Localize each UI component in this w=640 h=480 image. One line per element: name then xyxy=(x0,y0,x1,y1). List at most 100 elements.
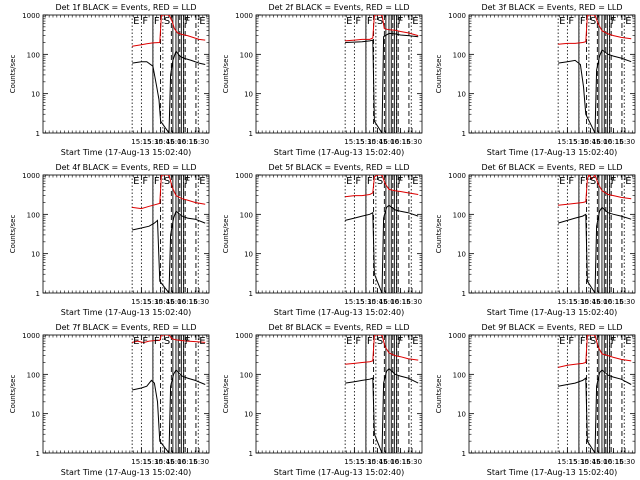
event-marker-label: E xyxy=(559,16,565,27)
detector-panel: Det 6f BLACK = Events, RED = LLD Counts/s… xyxy=(435,163,636,317)
event-marker-label: E xyxy=(133,16,139,27)
y-tick-label: 1000 xyxy=(448,12,466,20)
x-tick-label: 15:45 xyxy=(154,298,174,306)
x-axis-label: Start Time (17-Aug-13 15:02:40) xyxy=(274,148,405,157)
event-marker-label: E xyxy=(133,336,139,347)
x-tick-label: 16:00 xyxy=(592,458,612,466)
plot-frame xyxy=(42,334,210,454)
x-tick-label: 15:30 xyxy=(356,458,376,466)
plot-area xyxy=(557,15,632,133)
event-marker-label: F xyxy=(154,336,160,347)
plot-area xyxy=(344,15,419,133)
y-tick-label: 1 xyxy=(462,130,466,138)
y-tick-label: 1000 xyxy=(22,172,40,180)
lld-rate-line xyxy=(345,335,419,365)
event-marker-label: F xyxy=(142,336,148,347)
x-tick-label: 15:30 xyxy=(569,298,589,306)
panel-title: Det 4f BLACK = Events, RED = LLD xyxy=(55,163,196,172)
event-marker-label: F xyxy=(367,16,373,27)
y-tick-label: 100 xyxy=(27,371,40,379)
event-marker-label: S xyxy=(164,16,170,27)
event-marker-label: S xyxy=(590,336,596,347)
x-axis-label: Start Time (17-Aug-13 15:02:40) xyxy=(61,148,192,157)
event-marker-label: E xyxy=(133,176,139,187)
lld-rate-line xyxy=(132,15,206,47)
x-tick-label: 15:30 xyxy=(569,458,589,466)
x-tick-label: 16:00 xyxy=(379,138,399,146)
event-marker-label: S xyxy=(164,176,170,187)
x-tick-label: 16:15 xyxy=(390,458,410,466)
y-axis-label: Counts/sec xyxy=(435,55,443,94)
y-tick-label: 1 xyxy=(462,450,466,458)
detector-panel: Det 8f BLACK = Events, RED = LLD Counts/s… xyxy=(222,323,423,477)
event-marker-label: F xyxy=(185,176,191,187)
event-rate-line xyxy=(345,367,419,453)
lld-rate-line xyxy=(345,15,419,42)
x-tick-label: 15:45 xyxy=(367,458,387,466)
x-tick-label: 15:15 xyxy=(557,458,577,466)
x-tick-label: 15:45 xyxy=(367,298,387,306)
plot-area xyxy=(131,175,206,293)
x-tick-label: 16:00 xyxy=(379,458,399,466)
x-tick-label: 16:30 xyxy=(402,298,422,306)
event-marker-label: F xyxy=(398,16,404,27)
y-tick-label: 10 xyxy=(31,251,40,259)
x-tick-label: 16:15 xyxy=(603,458,623,466)
event-marker-label: S xyxy=(377,336,383,347)
y-axis-label: Counts/sec xyxy=(9,215,17,254)
x-tick-label: 15:30 xyxy=(143,458,163,466)
panel-title: Det 1f BLACK = Events, RED = LLD xyxy=(55,3,196,12)
lld-rate-line xyxy=(132,175,206,210)
event-marker-label: E xyxy=(199,16,205,27)
y-axis-label: Counts/sec xyxy=(222,375,230,414)
event-marker-label: E xyxy=(625,176,631,187)
panel-title: Det 6f BLACK = Events, RED = LLD xyxy=(481,163,622,172)
event-marker-label: F xyxy=(398,336,404,347)
x-tick-label: 16:00 xyxy=(166,298,186,306)
y-tick-label: 100 xyxy=(240,211,253,219)
plot-area xyxy=(557,175,632,293)
event-marker-label: S xyxy=(590,176,596,187)
y-axis-label: Counts/sec xyxy=(9,375,17,414)
lld-rate-line xyxy=(131,335,206,344)
y-tick-label: 1000 xyxy=(235,12,253,20)
x-tick-label: 15:15 xyxy=(557,138,577,146)
y-tick-label: 1000 xyxy=(448,172,466,180)
event-rate-line xyxy=(344,204,419,293)
event-marker-label: S xyxy=(164,336,170,347)
plot-area xyxy=(131,335,206,453)
event-marker-label: E xyxy=(346,336,352,347)
y-axis-label: Counts/sec xyxy=(435,215,443,254)
event-marker-label: F xyxy=(142,176,148,187)
y-tick-label: 1000 xyxy=(235,172,253,180)
y-axis-label: Counts/sec xyxy=(222,215,230,254)
event-marker-label: E xyxy=(346,16,352,27)
detector-panel: Det 3f BLACK = Events, RED = LLD Counts/s… xyxy=(435,3,636,157)
x-tick-label: 16:15 xyxy=(603,138,623,146)
panel-title: Det 2f BLACK = Events, RED = LLD xyxy=(268,3,409,12)
y-tick-label: 1 xyxy=(36,450,40,458)
event-marker-label: S xyxy=(377,16,383,27)
plot-frame xyxy=(42,174,210,294)
y-axis-label: Counts/sec xyxy=(222,55,230,94)
panel-title: Det 8f BLACK = Events, RED = LLD xyxy=(268,323,409,332)
x-tick-label: 15:30 xyxy=(143,138,163,146)
y-tick-label: 1000 xyxy=(22,332,40,340)
x-tick-label: 15:15 xyxy=(344,138,364,146)
x-tick-label: 15:45 xyxy=(580,458,600,466)
y-tick-label: 1000 xyxy=(448,332,466,340)
x-tick-label: 16:30 xyxy=(402,458,422,466)
y-tick-label: 10 xyxy=(31,91,40,99)
y-tick-label: 1 xyxy=(36,130,40,138)
x-tick-label: 16:15 xyxy=(177,138,197,146)
y-tick-label: 1 xyxy=(249,130,253,138)
event-marker-label: F xyxy=(568,176,574,187)
y-tick-label: 1 xyxy=(462,290,466,298)
detector-panel: Det 1f BLACK = Events, RED = LLD Counts/s… xyxy=(9,3,210,157)
plot-frame xyxy=(255,174,423,294)
x-axis-label: Start Time (17-Aug-13 15:02:40) xyxy=(274,308,405,317)
event-rate-line xyxy=(345,32,419,133)
x-tick-label: 16:15 xyxy=(177,458,197,466)
event-marker-label: F xyxy=(611,336,617,347)
